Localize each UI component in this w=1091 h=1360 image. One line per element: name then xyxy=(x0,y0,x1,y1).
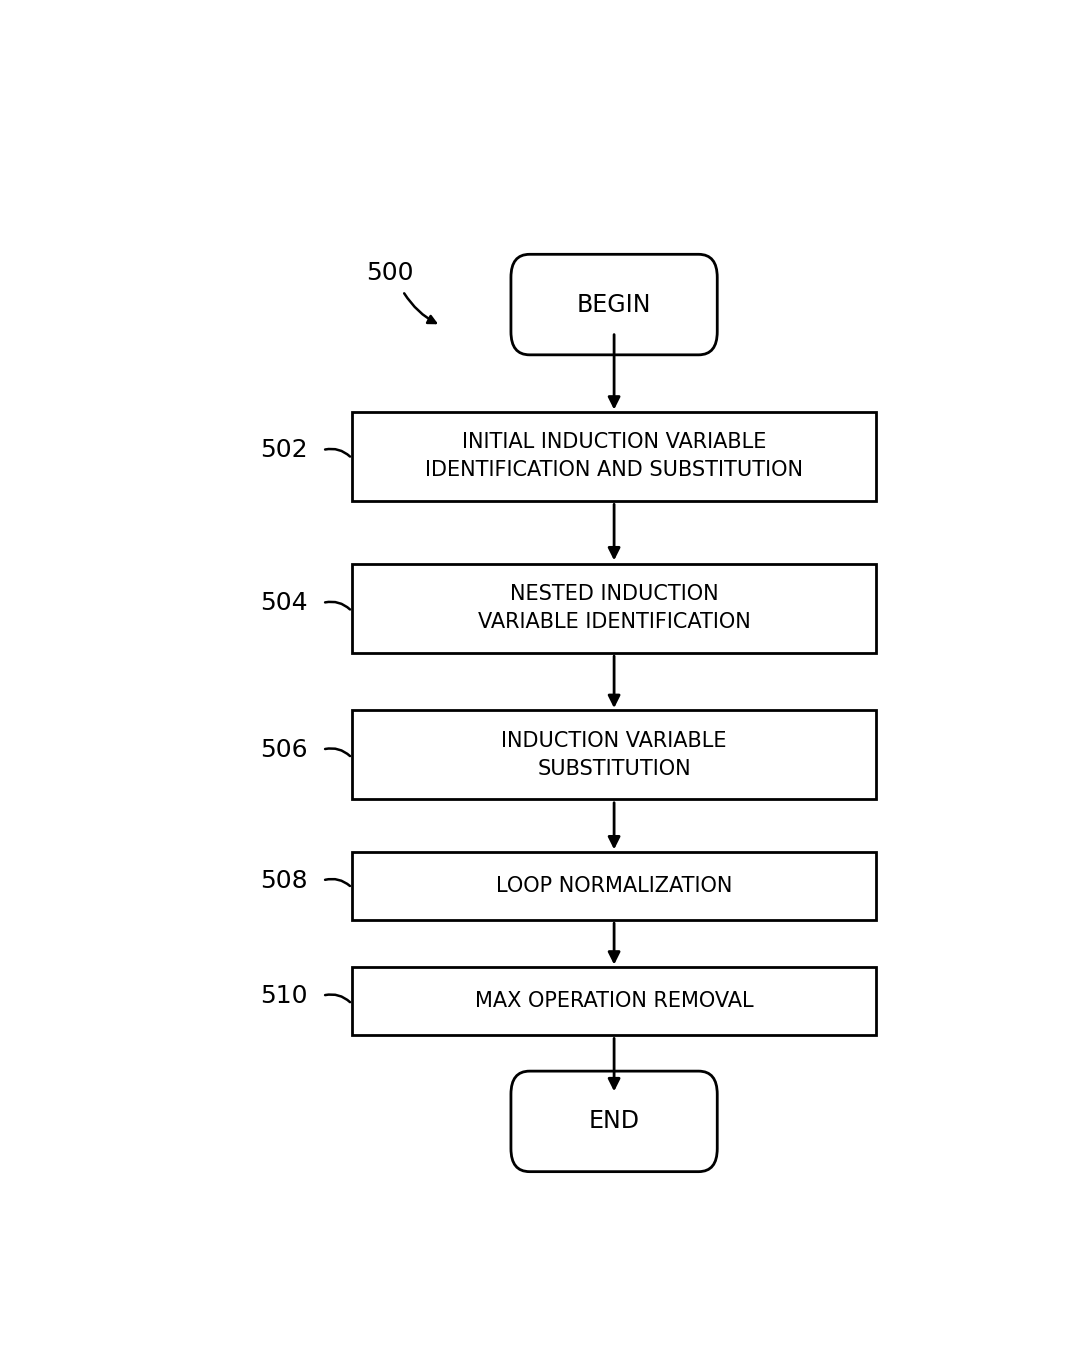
Text: 508: 508 xyxy=(261,869,308,892)
Text: 500: 500 xyxy=(367,261,413,286)
Bar xyxy=(352,851,876,919)
Bar xyxy=(352,967,876,1035)
Text: NESTED INDUCTION
VARIABLE IDENTIFICATION: NESTED INDUCTION VARIABLE IDENTIFICATION xyxy=(478,585,751,632)
Text: 506: 506 xyxy=(261,737,308,762)
Text: MAX OPERATION REMOVAL: MAX OPERATION REMOVAL xyxy=(475,991,754,1010)
Text: BEGIN: BEGIN xyxy=(577,292,651,317)
Text: LOOP NORMALIZATION: LOOP NORMALIZATION xyxy=(496,876,732,896)
Text: 502: 502 xyxy=(261,438,308,462)
Bar xyxy=(352,710,876,800)
Text: END: END xyxy=(589,1110,639,1133)
Text: 504: 504 xyxy=(261,592,308,615)
Text: INITIAL INDUCTION VARIABLE
IDENTIFICATION AND SUBSTITUTION: INITIAL INDUCTION VARIABLE IDENTIFICATIO… xyxy=(425,432,803,480)
Bar xyxy=(352,412,876,500)
FancyBboxPatch shape xyxy=(511,254,717,355)
Text: 510: 510 xyxy=(261,983,308,1008)
Text: INDUCTION VARIABLE
SUBSTITUTION: INDUCTION VARIABLE SUBSTITUTION xyxy=(502,730,727,779)
Bar xyxy=(352,564,876,653)
FancyBboxPatch shape xyxy=(511,1072,717,1172)
